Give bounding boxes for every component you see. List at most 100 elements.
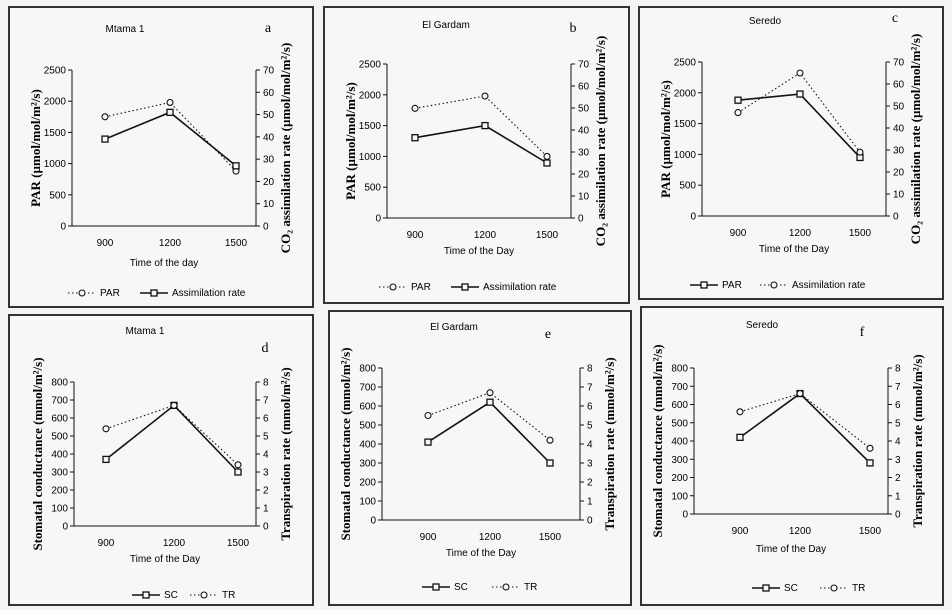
right-tick-label: 70 (263, 66, 275, 77)
series-line-assimilation-rate (737, 72, 861, 153)
x-tick-label: 1200 (159, 238, 182, 249)
legend: PAR Assimilation rate (68, 288, 246, 299)
x-tick-label: 900 (407, 230, 424, 241)
series-line-par (737, 93, 861, 159)
x-axis-label: Time of the Day (756, 544, 826, 555)
legend-marker (700, 281, 708, 289)
right-tick-label: 1 (263, 504, 269, 515)
data-point-sc (424, 438, 432, 446)
left-tick-label: 600 (359, 402, 376, 413)
right-tick-label: 2 (895, 473, 901, 484)
left-tick-label: 300 (359, 459, 376, 470)
data-point-tr (424, 411, 432, 420)
left-tick-label: 2500 (674, 58, 697, 69)
right-tick-label: 3 (263, 468, 269, 479)
data-point-par (734, 96, 742, 104)
right-tick-label: 60 (578, 82, 590, 93)
right-tick-label: 50 (578, 104, 590, 115)
right-tick-label: 0 (895, 510, 901, 521)
data-point-sc (234, 468, 242, 476)
left-tick-label: 500 (679, 181, 696, 192)
legend-label: TR (222, 590, 235, 601)
right-axis-label: CO₂ assimilation rate (µmol/mol/m²/s) (593, 36, 608, 247)
chart-title: Mtama 1 (106, 24, 145, 35)
right-axis-label: Transpiration rate (mmol/m²/s) (602, 357, 617, 530)
x-tick-label: 900 (420, 532, 437, 543)
chart-svg-a: Mtama 1 a 0 500 1000 1500 2000 2500 0 10 20 30 40 50 6… (28, 21, 293, 299)
left-tick-label: 400 (671, 437, 688, 448)
x-axis-label: Time of the Day (759, 244, 829, 255)
right-tick-label: 0 (578, 214, 584, 225)
chart-title: El Gardam (422, 20, 470, 31)
x-tick-label: 900 (732, 526, 749, 537)
legend-marker (389, 283, 397, 291)
left-tick-label: 700 (51, 396, 68, 407)
x-tick-label: 1500 (225, 238, 248, 249)
right-tick-label: 40 (263, 132, 275, 143)
chart-title: Seredo (749, 16, 782, 27)
legend-label: TR (852, 583, 865, 594)
right-tick-label: 30 (578, 148, 590, 159)
series-line-tr (427, 392, 551, 441)
left-tick-label: 2000 (674, 88, 697, 99)
left-axis-label: PAR (µmol/mol/m²/s) (343, 82, 358, 200)
right-tick-label: 20 (578, 170, 590, 181)
legend-label: TR (524, 582, 537, 593)
right-tick-label: 1 (587, 497, 593, 508)
left-tick-label: 2000 (44, 97, 67, 108)
right-tick-label: 8 (895, 364, 901, 375)
left-axis-label: PAR (µmol/mol/m²/s) (658, 80, 673, 198)
legend-marker (461, 283, 469, 291)
right-tick-label: 40 (893, 124, 905, 135)
legend: PAR Assimilation rate (690, 280, 866, 291)
legend: SC TR (422, 582, 537, 593)
right-tick-label: 30 (893, 146, 905, 157)
data-point-assimilation-rate (166, 108, 174, 116)
left-tick-label: 500 (51, 432, 68, 443)
right-axis-label: CO₂ assimilation rate (µmol/mol/m²/s) (908, 34, 923, 245)
legend-marker (830, 584, 838, 592)
right-tick-label: 30 (263, 155, 275, 166)
legend-marker (762, 584, 770, 592)
data-point-par (481, 92, 489, 100)
left-tick-label: 0 (62, 522, 68, 533)
data-point-tr (866, 444, 874, 452)
left-tick-label: 0 (690, 212, 696, 223)
chart-panel-c: Seredo c 0 500 1000 1500 2000 2500 0 10 20 30 40 50 60… (638, 6, 944, 300)
right-tick-label: 3 (587, 459, 593, 470)
right-tick-label: 6 (263, 414, 269, 425)
x-tick-label: 1500 (227, 538, 250, 549)
legend-label: Assimilation rate (483, 282, 557, 293)
left-tick-label: 2500 (359, 60, 382, 71)
x-tick-label: 1500 (536, 230, 559, 241)
legend-label: SC (454, 582, 468, 593)
legend: SC TR (752, 583, 865, 594)
data-point-par (796, 90, 804, 98)
data-point-par (543, 152, 551, 160)
series-line-sc (105, 404, 239, 473)
left-tick-label: 1500 (359, 121, 382, 132)
left-tick-label: 100 (671, 491, 688, 502)
legend-label: PAR (722, 280, 742, 291)
right-tick-label: 7 (263, 396, 269, 407)
data-point-assimilation-rate (232, 162, 240, 170)
left-tick-label: 0 (375, 214, 381, 225)
data-point-tr (170, 401, 178, 409)
right-tick-label: 3 (895, 455, 901, 466)
x-tick-label: 1500 (859, 526, 882, 537)
chart-svg-e: El Gardam e 0 100 200 300 400 500 600 700 800 0 1 2 3 4… (338, 322, 617, 593)
left-axis-label: Stomatal conductance (mmol/m²/s) (30, 357, 45, 550)
chart-panel-f: Seredo f 0 100 200 300 400 500 600 700 800 0 1 2 3 4 5 6 7… (640, 306, 944, 606)
x-tick-label: 1200 (789, 228, 812, 239)
chart-title: Mtama 1 (126, 326, 165, 337)
left-tick-label: 500 (364, 183, 381, 194)
left-tick-label: 0 (60, 222, 66, 233)
data-point-assimilation-rate (543, 159, 551, 167)
left-tick-label: 1000 (359, 152, 382, 163)
right-tick-label: 60 (263, 88, 275, 99)
left-tick-label: 0 (682, 510, 688, 521)
left-tick-label: 100 (51, 504, 68, 515)
data-point-par (101, 113, 109, 121)
left-axis-label: PAR (µmol/mol/m²/s) (28, 89, 43, 207)
right-tick-label: 2 (587, 478, 593, 489)
